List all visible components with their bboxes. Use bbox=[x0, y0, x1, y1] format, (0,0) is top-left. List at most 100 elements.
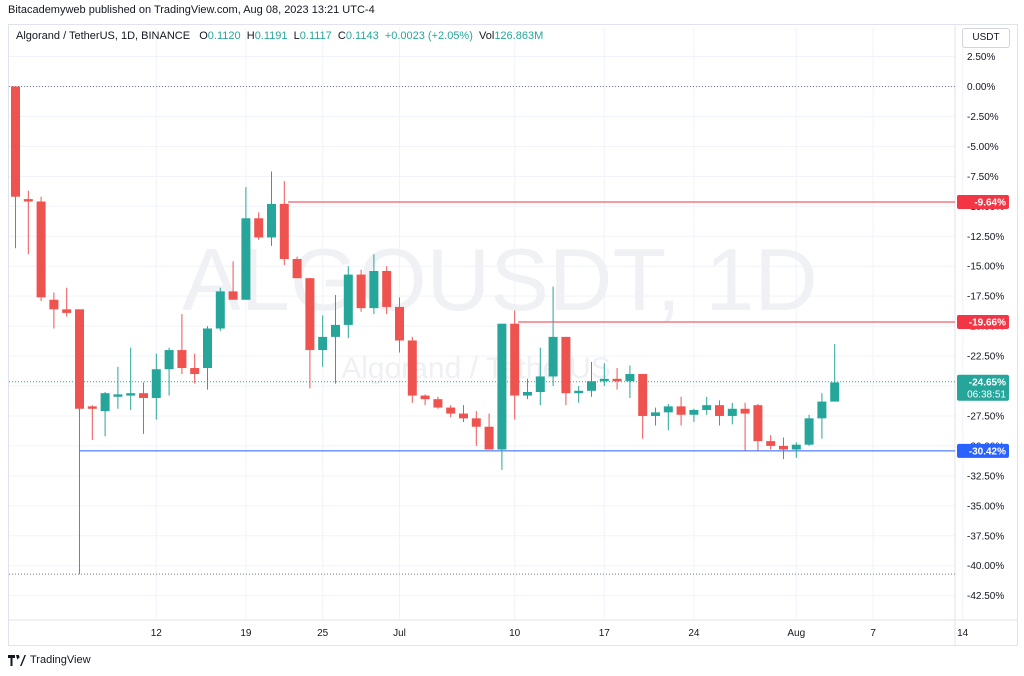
candle bbox=[497, 323, 507, 470]
currency-button[interactable]: USDT bbox=[962, 28, 1010, 48]
candle bbox=[548, 286, 558, 386]
candle bbox=[663, 403, 673, 431]
symbol-legend[interactable]: Algorand / TetherUS, 1D, BINANCE O0.1120… bbox=[16, 30, 543, 42]
price-tick-label: -2.50% bbox=[967, 112, 999, 123]
candle-body bbox=[331, 324, 340, 337]
candle bbox=[254, 212, 264, 240]
candle-body bbox=[663, 406, 673, 413]
candle bbox=[727, 402, 737, 425]
price-tick-label: -32.50% bbox=[967, 471, 1004, 482]
candle bbox=[484, 413, 494, 450]
candle-body bbox=[113, 394, 123, 397]
candle-body bbox=[126, 393, 136, 396]
candle-body bbox=[676, 406, 686, 415]
tradingview-footer[interactable]: TradingView bbox=[8, 654, 91, 666]
candle-body bbox=[151, 369, 161, 398]
volume-value: 126.863M bbox=[494, 30, 544, 42]
candle bbox=[62, 287, 72, 317]
price-tick-label: -42.50% bbox=[967, 591, 1004, 602]
time-tick-label: 14 bbox=[957, 628, 969, 639]
candle bbox=[11, 86, 20, 249]
candle-body bbox=[587, 381, 596, 391]
candle-body bbox=[599, 378, 609, 382]
candle bbox=[715, 400, 724, 426]
candle bbox=[139, 382, 148, 434]
candle bbox=[203, 326, 212, 390]
price-tick-label: -27.50% bbox=[967, 411, 1004, 422]
candle bbox=[574, 386, 584, 403]
candle-body bbox=[791, 444, 801, 450]
candle bbox=[676, 396, 686, 426]
candle-body bbox=[612, 378, 622, 382]
time-tick-label: Aug bbox=[787, 628, 805, 639]
candle bbox=[791, 442, 801, 458]
candle bbox=[36, 196, 46, 301]
candle-body bbox=[254, 218, 264, 238]
low-label: L bbox=[293, 30, 300, 42]
price-tick-label: -35.00% bbox=[967, 501, 1004, 512]
candle-body bbox=[779, 445, 788, 450]
candle bbox=[113, 366, 123, 409]
time-tick-label: 12 bbox=[151, 628, 163, 639]
candle bbox=[318, 315, 328, 367]
time-axis: 12 19 25 Jul 10 17 24 Aug 7 14 bbox=[151, 628, 969, 639]
candle-body bbox=[471, 418, 481, 427]
candle bbox=[433, 396, 443, 409]
close-value: 0.1143 bbox=[345, 30, 379, 42]
candle bbox=[804, 414, 814, 446]
candle bbox=[587, 362, 596, 397]
candle-body bbox=[139, 393, 148, 398]
candle bbox=[612, 368, 622, 390]
candle-body bbox=[830, 382, 840, 402]
candle-body bbox=[36, 201, 46, 298]
candle-body bbox=[804, 418, 814, 445]
candle bbox=[190, 353, 200, 384]
candle-body bbox=[177, 350, 187, 369]
candle bbox=[702, 396, 712, 415]
reference-lines bbox=[9, 86, 955, 575]
candle bbox=[740, 402, 750, 451]
candle bbox=[651, 407, 660, 426]
candle-body bbox=[87, 406, 97, 409]
candle-body bbox=[369, 270, 379, 309]
countdown-text: 06:38:51 bbox=[967, 389, 1006, 400]
time-tick-label: 10 bbox=[509, 628, 521, 639]
level-marker-bg bbox=[957, 194, 1009, 209]
level-marker-text: -30.42% bbox=[969, 446, 1006, 457]
time-tick-label: 25 bbox=[317, 628, 329, 639]
open-label: O bbox=[199, 30, 208, 42]
candle-body bbox=[638, 374, 648, 416]
candle bbox=[561, 336, 571, 406]
candle-body bbox=[689, 409, 699, 415]
candle bbox=[267, 171, 276, 246]
candle-body bbox=[267, 203, 276, 238]
candle bbox=[369, 254, 379, 315]
candle-body bbox=[766, 441, 776, 446]
candle-body bbox=[497, 323, 507, 450]
change-value: +0.0023 (+2.05%) bbox=[384, 30, 473, 42]
candle-body bbox=[279, 203, 289, 260]
candle-body bbox=[433, 399, 443, 408]
candle-body bbox=[318, 336, 328, 351]
candle-body bbox=[11, 86, 20, 197]
candle bbox=[459, 405, 468, 422]
high-value: 0.1191 bbox=[254, 30, 288, 42]
candle-body bbox=[420, 395, 430, 400]
candle bbox=[638, 374, 648, 439]
candles bbox=[11, 86, 840, 575]
candle-body bbox=[484, 426, 494, 450]
candle bbox=[523, 378, 532, 400]
candle-body bbox=[62, 309, 72, 313]
tradingview-logo-text: TradingView bbox=[30, 654, 91, 666]
candle-body bbox=[727, 408, 737, 416]
candle-body bbox=[215, 291, 225, 329]
candle bbox=[689, 408, 699, 422]
candle bbox=[343, 266, 353, 339]
candle bbox=[356, 269, 366, 312]
chart-frame bbox=[8, 24, 1018, 646]
candle bbox=[292, 256, 302, 279]
candle-body bbox=[305, 278, 315, 351]
candle-body bbox=[625, 374, 635, 382]
candle-body bbox=[241, 218, 251, 300]
